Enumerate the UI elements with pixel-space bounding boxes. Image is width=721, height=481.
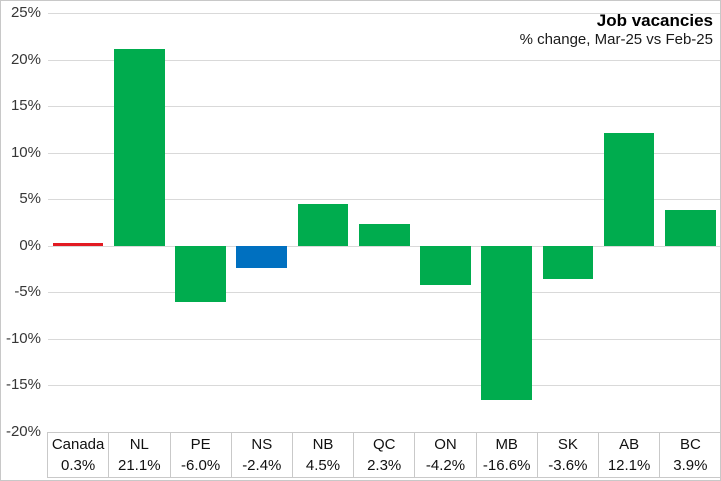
- x-axis-cell-nl: NL 21.1%: [108, 433, 169, 477]
- x-axis-category-label: AB: [619, 436, 640, 454]
- x-axis-category-label: Canada: [51, 436, 105, 454]
- bar-ns: [236, 245, 288, 269]
- bar-nb: [297, 203, 349, 246]
- y-axis-tick-label: -5%: [14, 283, 41, 300]
- x-axis-value-label: 21.1%: [118, 456, 161, 474]
- bar-mb: [481, 245, 533, 401]
- x-axis-value-label: -4.2%: [425, 456, 466, 474]
- x-axis-cell-nb: NB 4.5%: [291, 433, 353, 477]
- gridline: [47, 292, 720, 293]
- bar-qc: [358, 224, 410, 246]
- x-axis-value-label: 4.5%: [305, 456, 341, 474]
- x-axis-category-label: SK: [557, 436, 578, 454]
- x-axis-value-label: 12.1%: [607, 456, 651, 474]
- bar-bc: [665, 209, 716, 246]
- y-axis-tick-label: 25%: [10, 4, 41, 21]
- gridline: [47, 153, 720, 154]
- x-axis-value-label: -16.6%: [482, 456, 531, 474]
- x-axis-category-label: QC: [372, 436, 396, 454]
- x-axis-cell-mb: MB -16.6%: [475, 433, 537, 477]
- x-axis-category-label: NB: [312, 436, 334, 454]
- y-axis-tick-label: 15%: [10, 97, 41, 114]
- x-axis-cell-ns: NS -2.4%: [230, 433, 292, 477]
- x-axis-category-label: NS: [251, 436, 273, 454]
- x-axis-cell-qc: QC 2.3%: [353, 433, 414, 477]
- chart-subtitle: % change, Mar-25 vs Feb-25: [519, 31, 713, 48]
- x-axis-cell-bc: BC 3.9%: [659, 433, 720, 477]
- bar-ab: [603, 133, 655, 246]
- x-axis-cell-pe: PE -6.0%: [169, 433, 231, 477]
- x-axis-category-label: NL: [129, 436, 149, 454]
- x-axis-value-label: 3.9%: [673, 456, 708, 474]
- gridline: [47, 339, 720, 340]
- x-axis-cell-on: ON -4.2%: [414, 433, 475, 477]
- x-axis-category-label: MB: [495, 436, 518, 454]
- x-axis-category-label: BC: [679, 436, 701, 454]
- gridline: [47, 60, 720, 61]
- y-axis-tick-label: 5%: [19, 190, 41, 207]
- x-axis-value-label: -2.4%: [242, 456, 282, 474]
- bar-on: [420, 245, 471, 285]
- x-axis-value-label: 2.3%: [367, 456, 402, 474]
- x-axis-value-label: -6.0%: [181, 456, 221, 474]
- y-axis-tick-label: 10%: [10, 144, 41, 161]
- x-axis-table: Canada 0.3% NL 21.1% PE -6.0% NS -2.4% NB 4.5% QC 2…: [47, 432, 720, 478]
- chart-title: Job vacancies: [596, 11, 713, 30]
- x-axis-cell-ab: AB 12.1%: [598, 433, 659, 477]
- y-axis-tick-label: 0%: [19, 237, 41, 254]
- bar-sk: [542, 245, 594, 280]
- x-axis-category-label: ON: [434, 436, 457, 454]
- x-axis-value-label: -3.6%: [548, 456, 588, 474]
- x-axis-cell-canada: Canada 0.3%: [47, 433, 108, 477]
- x-axis-cell-sk: SK -3.6%: [536, 433, 598, 477]
- bar-canada: [52, 243, 104, 246]
- chart-header: Job vacancies % change, Mar-25 vs Feb-25: [520, 11, 713, 49]
- gridline: [47, 385, 720, 386]
- gridline: [47, 246, 720, 247]
- bar-nl: [113, 49, 165, 246]
- y-axis-tick-label: -15%: [5, 376, 41, 393]
- gridline: [47, 199, 720, 200]
- bar-pe: [175, 245, 226, 302]
- y-axis-tick-label: 20%: [10, 51, 41, 68]
- gridline: [47, 106, 720, 107]
- y-axis-tick-label: -20%: [5, 423, 41, 440]
- y-axis-tick-label: -10%: [5, 330, 41, 347]
- x-axis-value-label: 0.3%: [60, 456, 96, 474]
- x-axis-category-label: PE: [190, 436, 211, 454]
- gridline: [47, 13, 720, 14]
